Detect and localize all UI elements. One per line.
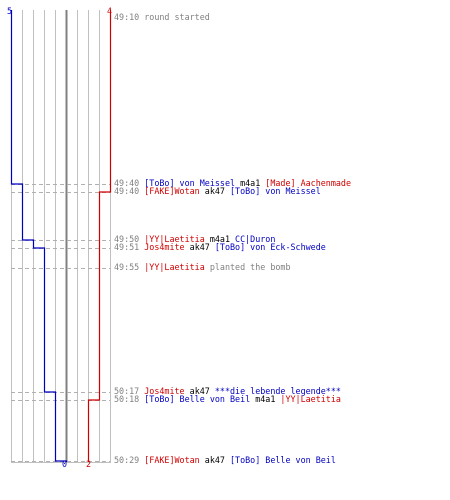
blue-team-start-score: 5 bbox=[7, 6, 13, 16]
event-player: Jos4mite bbox=[144, 386, 185, 396]
event-weapon: ak47 bbox=[199, 186, 230, 196]
event-player: Jos4mite bbox=[144, 242, 185, 252]
event-weapon: m4a1 bbox=[235, 178, 266, 188]
event-player: [FAKE]Wotan bbox=[144, 186, 200, 196]
team-survivor-lines bbox=[10, 10, 112, 462]
event-row: 49:50 |YY|Laetitia m4a1 CC|Duron bbox=[114, 234, 275, 244]
event-player: [ToBo] von Meissel bbox=[230, 186, 321, 196]
event-timestamp: 49:40 bbox=[114, 186, 145, 196]
blue-team-line bbox=[10, 10, 68, 462]
event-weapon: m4a1 bbox=[250, 394, 281, 404]
event-text: round started bbox=[144, 12, 210, 22]
event-row: 49:55 |YY|Laetitia planted the bomb bbox=[114, 262, 291, 272]
event-row: 50:29 [FAKE]Wotan ak47 [ToBo] Belle von … bbox=[114, 455, 336, 465]
event-player: [ToBo] von Meissel bbox=[144, 178, 236, 188]
event-timestamp: 49:50 bbox=[114, 234, 145, 244]
chart-gridlines bbox=[11, 10, 111, 463]
red-team-line bbox=[87, 10, 112, 462]
event-weapon: ak47 bbox=[199, 455, 230, 465]
event-weapon: ak47 bbox=[184, 386, 215, 396]
event-player: CC|Duron bbox=[235, 234, 276, 244]
event-text: planted the bomb bbox=[204, 262, 291, 272]
event-player: |YY|Laetitia bbox=[280, 394, 341, 404]
event-player: ***die lebende legende*** bbox=[214, 386, 341, 396]
event-row: 50:18 [ToBo] Belle von Beil m4a1 |YY|Lae… bbox=[114, 394, 341, 404]
event-player: |YY|Laetitia bbox=[144, 262, 205, 272]
event-player: [ToBo] Belle von Beil bbox=[144, 394, 251, 404]
event-player: [ToBo] von Eck-Schwede bbox=[214, 242, 326, 252]
event-row: 49:40 [ToBo] von Meissel m4a1 [Made] Aac… bbox=[114, 178, 351, 188]
red-team-start-score: 4 bbox=[107, 6, 113, 16]
event-player: [Made] Aachenmade bbox=[265, 178, 352, 188]
event-timestamp: 50:29 bbox=[114, 455, 145, 465]
event-timestamp: 50:18 bbox=[114, 394, 145, 404]
event-player: |YY|Laetitia bbox=[144, 234, 205, 244]
event-timestamp: 50:17 bbox=[114, 386, 145, 396]
event-weapon: ak47 bbox=[184, 242, 215, 252]
event-timestamp: 49:40 bbox=[114, 178, 145, 188]
event-weapon: m4a1 bbox=[204, 234, 236, 244]
event-timestamp: 49:51 bbox=[114, 242, 145, 252]
event-row: 49:40 [FAKE]Wotan ak47 [ToBo] von Meisse… bbox=[114, 186, 321, 196]
event-guide-lines bbox=[11, 184, 110, 462]
event-player: [ToBo] Belle von Beil bbox=[230, 455, 336, 465]
event-player: [FAKE]Wotan bbox=[144, 455, 200, 465]
red-team-end-score: 2 bbox=[86, 459, 92, 469]
event-row: 49:10 round started bbox=[114, 12, 210, 22]
event-timestamp: 49:55 bbox=[114, 262, 145, 272]
event-row: 50:17 Jos4mite ak47 ***die lebende legen… bbox=[114, 386, 341, 396]
event-row: 49:51 Jos4mite ak47 [ToBo] von Eck-Schwe… bbox=[114, 242, 326, 252]
blue-team-end-score: 0 bbox=[62, 459, 68, 469]
event-timestamp: 49:10 bbox=[114, 12, 145, 22]
